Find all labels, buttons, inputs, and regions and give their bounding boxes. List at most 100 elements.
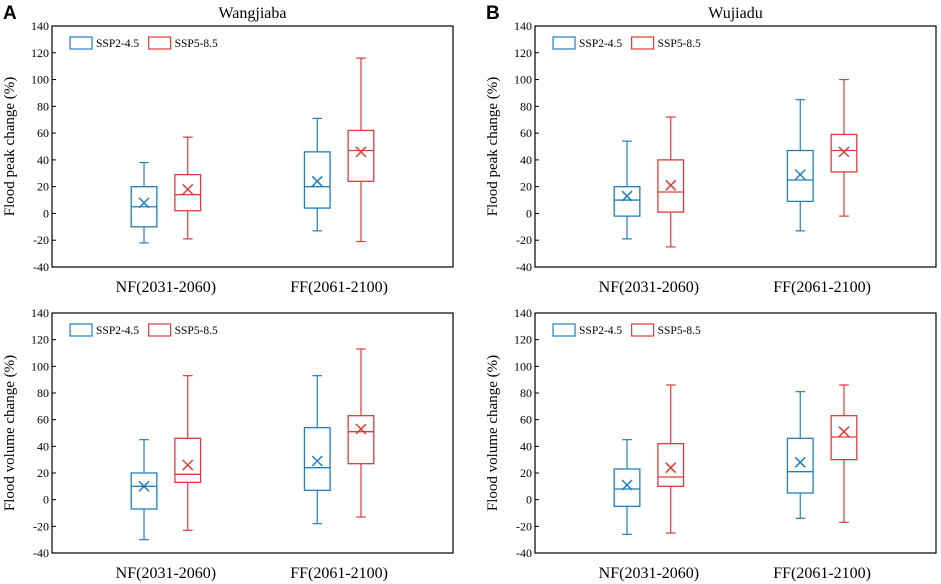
- y-tick-label: 60: [37, 413, 49, 427]
- mean-marker: [182, 459, 194, 471]
- y-tick-label: 40: [520, 439, 532, 453]
- y-tick-label: -20: [516, 233, 532, 247]
- mean-marker: [794, 169, 806, 181]
- box-iqr: [174, 173, 202, 212]
- y-tick-label: -40: [516, 546, 532, 560]
- plot-frame: [534, 25, 937, 268]
- box-ssp245: [786, 391, 814, 519]
- mean-marker: [355, 146, 367, 158]
- y-tick-label: -40: [33, 546, 49, 560]
- box-ssp245: [303, 117, 331, 232]
- box-iqr: [786, 437, 814, 494]
- box-ssp245: [786, 99, 814, 232]
- y-tick-label: 40: [37, 439, 49, 453]
- box-iqr: [347, 129, 375, 182]
- box-iqr: [830, 415, 858, 461]
- mean-marker: [621, 479, 633, 491]
- legend-label: SSP2-4.5: [579, 38, 622, 50]
- y-tick-label: 20: [520, 466, 532, 480]
- chart-title: Wujiadu: [708, 5, 762, 22]
- box-iqr: [657, 443, 685, 487]
- y-axis-label: Flood peak change (%): [2, 77, 18, 217]
- box-ssp585: [174, 136, 202, 240]
- x-category-label: NF(2031-2060): [599, 565, 699, 582]
- box-iqr: [174, 437, 202, 483]
- chart-panel-2: B Wujiadu -40 -20 0 20 40 60 80 100 120 140 Flood pe…: [485, 3, 937, 296]
- y-tick-label: 20: [37, 180, 49, 194]
- y-tick-label: 60: [520, 413, 532, 427]
- legend-label: SSP2-4.5: [579, 325, 622, 337]
- chart-panel-4: -40 -20 0 20 40 60 80 100 120 140 Flood volume cha…: [485, 306, 937, 582]
- legend-swatch: [552, 323, 576, 337]
- y-tick-label: 20: [37, 466, 49, 480]
- mean-marker: [355, 423, 367, 435]
- box-ssp585: [657, 384, 685, 534]
- box-ssp245: [613, 439, 641, 535]
- y-tick-label: 100: [31, 359, 49, 373]
- box-ssp585: [830, 78, 858, 217]
- box-iqr: [303, 151, 331, 209]
- box-iqr: [347, 415, 375, 465]
- mean-marker: [838, 146, 850, 158]
- y-tick-label: -40: [516, 260, 532, 274]
- box-ssp585: [174, 375, 202, 531]
- mean-marker: [665, 462, 677, 474]
- y-tick-label: 40: [520, 153, 532, 167]
- mean-marker: [621, 190, 633, 202]
- y-tick-label: 60: [520, 126, 532, 140]
- y-tick-label: 80: [520, 386, 532, 400]
- x-category-label: NF(2031-2060): [116, 565, 216, 582]
- y-tick-label: 0: [526, 206, 532, 220]
- mean-marker: [665, 179, 677, 191]
- legend-swatch: [69, 323, 93, 337]
- y-tick-label: -40: [33, 260, 49, 274]
- y-tick-label: 100: [514, 359, 532, 373]
- y-tick-label: 100: [514, 73, 532, 87]
- mean-marker: [838, 426, 850, 438]
- y-tick-label: 120: [31, 333, 49, 347]
- box-iqr: [613, 186, 641, 217]
- plot-frame: [51, 312, 454, 554]
- y-tick-label: 140: [31, 19, 49, 33]
- chart-panel-3: -40 -20 0 20 40 60 80 100 120 140 Flood volume cha…: [2, 306, 454, 582]
- y-tick-label: 80: [37, 386, 49, 400]
- x-category-label: FF(2061-2100): [773, 565, 871, 582]
- legend-label: SSP5-8.5: [658, 38, 701, 50]
- y-tick-label: 80: [520, 99, 532, 113]
- y-tick-label: 120: [514, 333, 532, 347]
- y-tick-label: 120: [514, 46, 532, 60]
- box-ssp585: [657, 116, 685, 248]
- mean-marker: [182, 183, 194, 195]
- y-axis-label: Flood volume change (%): [485, 355, 501, 511]
- x-category-label: FF(2061-2100): [290, 565, 388, 582]
- x-category-label: NF(2031-2060): [599, 279, 699, 296]
- mean-marker: [138, 197, 150, 209]
- box-iqr: [303, 427, 331, 491]
- y-tick-label: 140: [514, 306, 532, 320]
- y-tick-label: 60: [37, 126, 49, 140]
- panel-letter: A: [3, 3, 17, 24]
- x-category-label: FF(2061-2100): [290, 279, 388, 296]
- y-tick-label: -20: [516, 519, 532, 533]
- mean-marker: [138, 480, 150, 492]
- box-iqr: [786, 149, 814, 203]
- panel-letter: B: [486, 3, 500, 24]
- y-tick-label: 40: [37, 153, 49, 167]
- box-iqr: [130, 472, 158, 510]
- box-ssp245: [130, 161, 158, 244]
- legend-label: SSP2-4.5: [96, 325, 139, 337]
- legend-label: SSP5-8.5: [175, 38, 218, 50]
- mean-marker: [311, 455, 323, 467]
- box-ssp245: [303, 375, 331, 525]
- legend-label: SSP5-8.5: [175, 325, 218, 337]
- y-tick-label: -20: [33, 519, 49, 533]
- plot-frame: [51, 25, 454, 268]
- y-tick-label: 80: [37, 99, 49, 113]
- y-tick-label: 0: [526, 493, 532, 507]
- legend-swatch: [69, 36, 93, 50]
- mean-marker: [794, 456, 806, 468]
- y-tick-label: 0: [43, 493, 49, 507]
- box-ssp585: [347, 57, 375, 243]
- legend-swatch: [148, 323, 172, 337]
